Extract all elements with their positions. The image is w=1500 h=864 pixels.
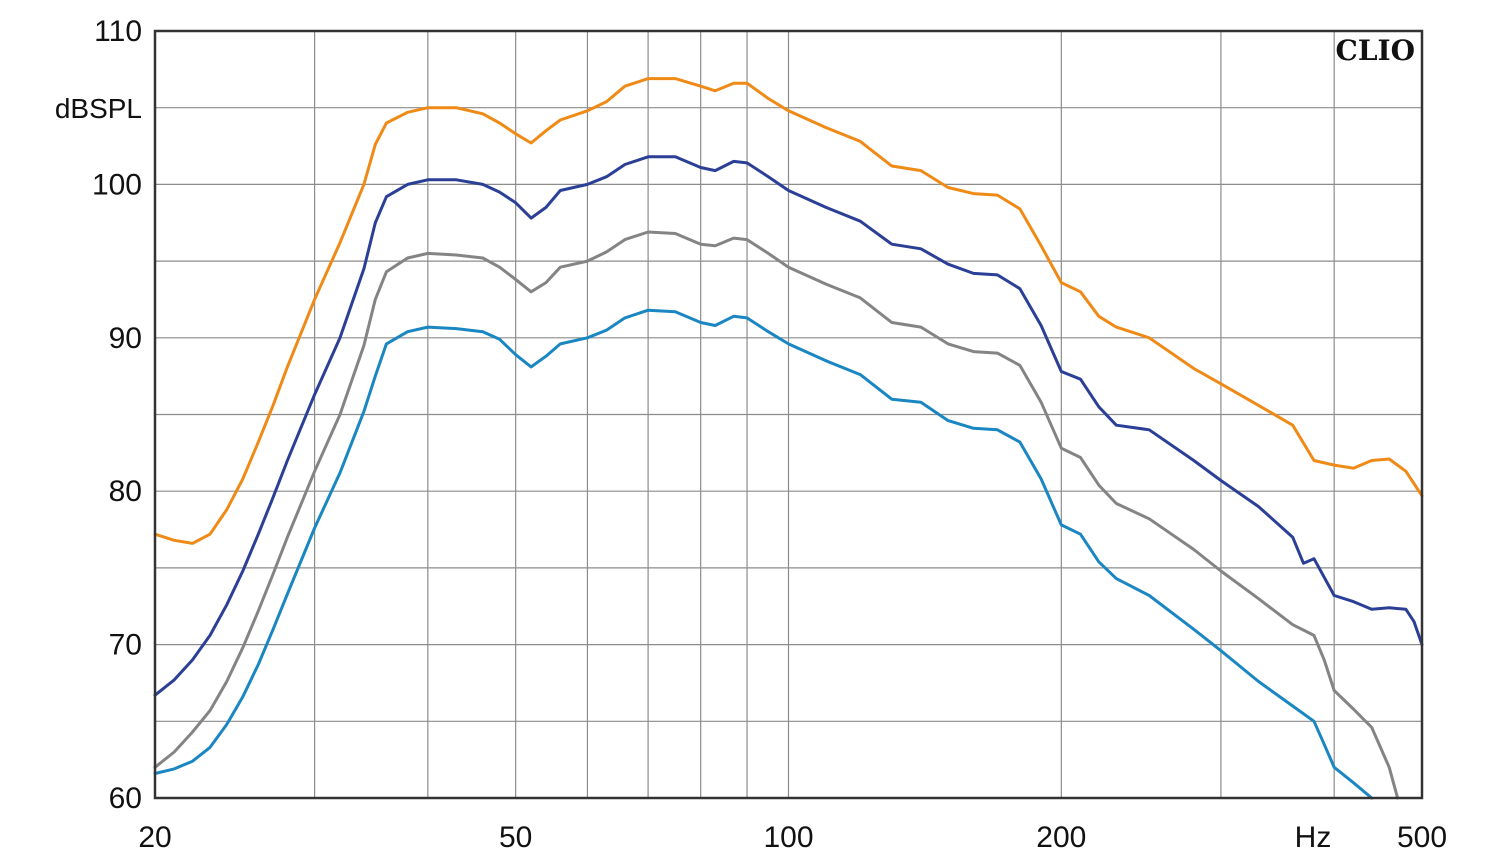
clio-brand-label: CLIO: [1336, 34, 1415, 67]
y-tick-label: 80: [109, 475, 142, 508]
y-tick-label: 60: [109, 782, 142, 815]
series-line-1: [153, 77, 1424, 545]
series-line-4: [153, 308, 1374, 800]
y-tick-label: 110: [94, 15, 142, 48]
x-axis-unit-label: Hz: [1295, 821, 1332, 854]
y-tick-label: 70: [109, 629, 142, 662]
series-line-2: [153, 155, 1424, 697]
plot-frame: [153, 29, 1424, 800]
x-tick-label: 50: [499, 821, 532, 854]
y-tick-label: 100: [92, 168, 142, 201]
x-tick-label: 20: [138, 821, 171, 854]
series-line-3: [153, 230, 1400, 800]
y-axis-unit-label: dBSPL: [55, 93, 142, 124]
y-tick-label: 90: [109, 322, 142, 355]
x-tick-label: 500: [1397, 821, 1447, 854]
y-axis-tick-labels: 60 70 80 90 100 110: [92, 15, 142, 815]
series-lines: [153, 77, 1424, 800]
x-axis-tick-labels: 20 50 100 200 500: [138, 821, 1447, 854]
x-tick-label: 200: [1036, 821, 1086, 854]
x-tick-label: 100: [763, 821, 813, 854]
